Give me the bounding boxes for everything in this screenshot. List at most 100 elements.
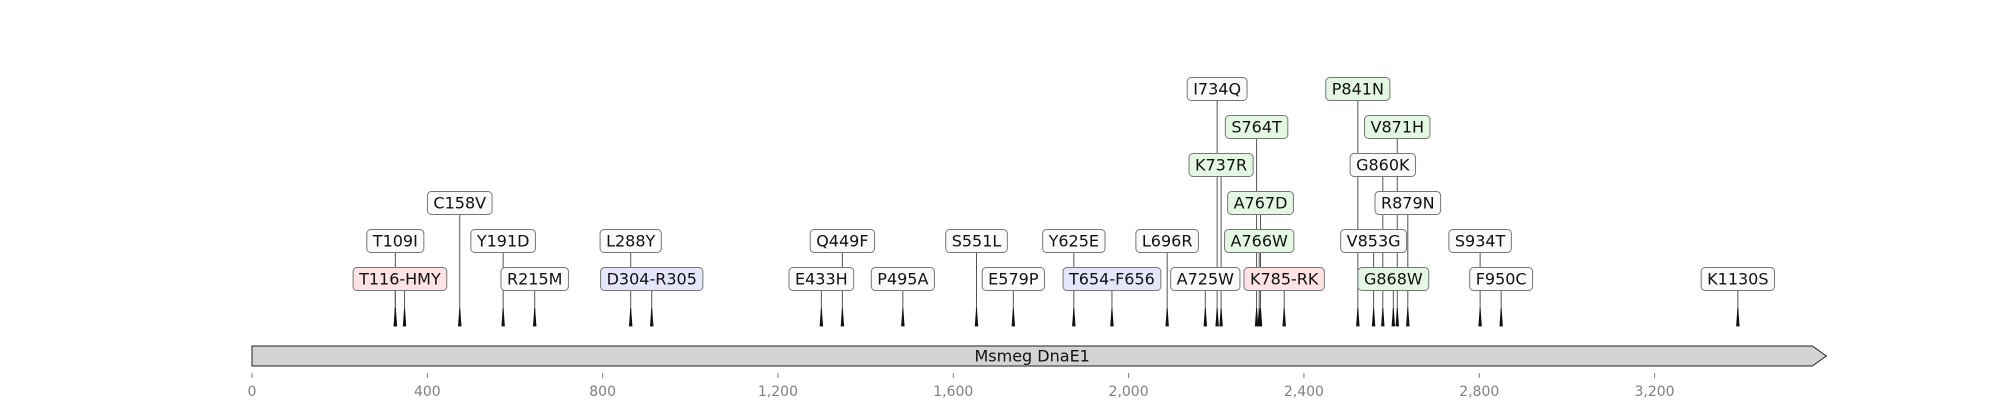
position-marker	[1499, 307, 1503, 327]
position-marker	[819, 307, 824, 327]
mutation-label-text: R879N	[1381, 194, 1435, 213]
mutation-label-text: Y625E	[1048, 232, 1099, 251]
mutation-label-text: E433H	[795, 270, 848, 289]
position-marker	[901, 307, 905, 327]
mutation-label-text: D304-R305	[607, 270, 697, 289]
mutation-label: E433H	[788, 267, 855, 291]
mutation-label-text: S934T	[1455, 232, 1506, 251]
mutation-label-text: C158V	[433, 194, 486, 213]
axis-tick-label: 800	[589, 384, 616, 400]
mutation-label-text: S764T	[1231, 118, 1282, 137]
mutation-label-box	[1357, 267, 1430, 291]
mutation-label: D304-R305	[600, 267, 704, 291]
mutation-label-text: R215M	[507, 270, 562, 289]
mutation-label: K785-RK	[1243, 267, 1325, 291]
mutation-label-box	[352, 267, 448, 291]
mutation-label: P841N	[1325, 77, 1391, 101]
mutation-label-text: T109I	[372, 232, 418, 251]
axis-tick-label: 3,200	[1635, 384, 1675, 400]
mutation-label-box	[1325, 77, 1391, 101]
axis-tick-label: 2,800	[1459, 384, 1499, 400]
sequence-bar-group: Msmeg DnaE1	[251, 345, 1828, 367]
mutation-label-box	[470, 229, 536, 253]
mutation-label-box	[1374, 191, 1442, 215]
position-marker	[1356, 307, 1360, 327]
mutation-label: I734Q	[1186, 77, 1248, 101]
mutation-label-box	[1135, 229, 1199, 253]
mutation-labels: T109I T116-HMY C158V Y191D R215M L288Y D304-R3…	[352, 77, 1776, 291]
mutation-label-box	[1188, 153, 1254, 177]
mutation-label-box	[1224, 115, 1289, 139]
position-marker	[628, 307, 633, 327]
mutation-label-text: E579P	[988, 270, 1039, 289]
mutation-label: S551L	[945, 229, 1008, 253]
mutation-label-box	[981, 267, 1045, 291]
mutation-label-box	[1349, 153, 1417, 177]
mutation-label-text: G868W	[1364, 270, 1423, 289]
mutation-label-text: T116-HMY	[358, 270, 441, 289]
axis-tick-label: 0	[248, 384, 257, 400]
mutation-label: S764T	[1224, 115, 1289, 139]
mutation-label-text: K1130S	[1707, 270, 1768, 289]
sequence-bar	[251, 345, 1828, 367]
mutation-label: T116-HMY	[352, 267, 448, 291]
mutation-label-box	[809, 229, 876, 253]
position-marker	[501, 307, 505, 327]
mutation-label-text: T654-F656	[1068, 270, 1155, 289]
position-marker	[1371, 307, 1376, 327]
position-marker	[1478, 307, 1482, 327]
mutation-label-text: P495A	[877, 270, 928, 289]
position-marker	[1219, 307, 1223, 327]
mutation-label: V871H	[1364, 115, 1431, 139]
mutation-label-box	[1700, 267, 1776, 291]
axis-tick-label: 2,400	[1284, 384, 1324, 400]
mutation-label-text: Q449F	[816, 232, 868, 251]
position-marker	[1110, 307, 1114, 327]
mutation-label: L696R	[1135, 229, 1199, 253]
mutation-label-text: L696R	[1142, 232, 1193, 251]
position-marker	[1254, 307, 1259, 327]
position-marker	[1215, 307, 1219, 327]
mutation-label: Q449F	[809, 229, 876, 253]
mutation-label: A767D	[1227, 191, 1294, 215]
position-markers	[393, 307, 1740, 327]
mutation-label-box	[1469, 267, 1534, 291]
mutation-label: P495A	[870, 267, 935, 291]
mutation-label-text: V871H	[1371, 118, 1425, 137]
mutation-label-box	[366, 229, 425, 253]
mutation-label: G868W	[1357, 267, 1430, 291]
position-marker	[1395, 307, 1400, 327]
position-marker	[974, 307, 979, 327]
mutation-label: Y191D	[470, 229, 536, 253]
position-marker	[840, 307, 845, 327]
mutation-label-text: A766W	[1231, 232, 1288, 251]
feature-layer: T109I T116-HMY C158V Y191D R215M L288Y D304-R3…	[352, 77, 1776, 327]
position-marker	[1406, 307, 1410, 327]
position-marker	[458, 307, 462, 327]
position-marker	[1203, 307, 1208, 327]
position-marker	[402, 307, 407, 327]
mutation-label: T109I	[366, 229, 425, 253]
mutation-label: C158V	[426, 191, 493, 215]
mutation-label: R215M	[500, 267, 569, 291]
position-marker	[650, 307, 654, 327]
mutation-label: Y625E	[1042, 229, 1106, 253]
axis-tick-label: 400	[414, 384, 441, 400]
mutation-label-box	[1062, 267, 1162, 291]
mutation-label: G860K	[1349, 153, 1417, 177]
position-marker	[1381, 307, 1385, 327]
mutation-label-text: K737R	[1195, 156, 1247, 175]
mutation-label: T654-F656	[1062, 267, 1162, 291]
axis-tick-label: 2,000	[1109, 384, 1149, 400]
mutation-label-box	[426, 191, 493, 215]
mutation-label-box	[1448, 229, 1512, 253]
mutation-label: R879N	[1374, 191, 1442, 215]
mutation-label-box	[1224, 229, 1295, 253]
mutation-label-text: I734Q	[1193, 80, 1241, 99]
mutation-label: K1130S	[1700, 267, 1776, 291]
mutation-label: A725W	[1170, 267, 1241, 291]
mutation-label-box	[870, 267, 935, 291]
mutation-label-box	[500, 267, 569, 291]
mutation-label-box	[1227, 191, 1294, 215]
mutation-label-text: L288Y	[606, 232, 655, 251]
